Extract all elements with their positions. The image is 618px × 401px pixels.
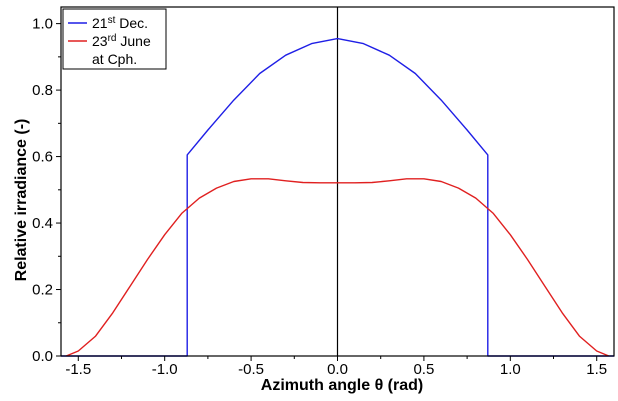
y-tick-label: 0.0 (32, 348, 53, 365)
y-axis-label: Relative irradiance (-) (13, 119, 30, 282)
series-group (61, 37, 614, 357)
legend-label: 23rd June (92, 33, 151, 49)
legend-label: 21st Dec. (92, 15, 148, 31)
y-tick-label: 0.8 (32, 82, 53, 99)
y-tick-label: 0.2 (32, 282, 53, 299)
x-tick-label: -1.5 (65, 361, 91, 378)
legend-box (62, 8, 167, 70)
y-tick-label: 0.6 (32, 149, 53, 166)
x-tick-label: -1.0 (152, 361, 178, 378)
x-tick-label: 0.0 (327, 361, 348, 378)
legend-note: at Cph. (92, 51, 137, 67)
ticks-group: -1.5 -1.0 -0.5 0.0 0.5 1.0 1.5 0.0 0.2 0.4 0.6 0.8 1… (32, 16, 607, 378)
x-tick-label: 1.0 (500, 361, 521, 378)
x-tick-label: -0.5 (238, 361, 264, 378)
y-tick-label: 0.4 (32, 215, 53, 232)
series-line-2 (65, 178, 610, 357)
x-axis-label: Azimuth angle θ (rad) (261, 377, 423, 394)
x-tick-label: 1.5 (586, 361, 607, 378)
y-tick-label: 1.0 (32, 16, 53, 33)
legend: 21st Dec. 23rd June at Cph. (62, 8, 167, 70)
series-line-1 (61, 37, 614, 357)
x-tick-label: 0.5 (413, 361, 434, 378)
